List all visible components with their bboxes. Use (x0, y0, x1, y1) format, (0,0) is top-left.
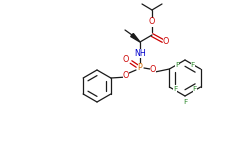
Text: NH: NH (134, 48, 146, 57)
Text: F: F (175, 62, 180, 68)
Polygon shape (131, 33, 140, 42)
Text: O: O (150, 66, 156, 75)
Text: P: P (138, 63, 142, 72)
Text: F: F (173, 86, 177, 92)
Text: O: O (163, 38, 169, 46)
Text: F: F (193, 86, 197, 92)
Text: O: O (149, 18, 155, 27)
Text: O: O (123, 56, 129, 64)
Text: F: F (183, 99, 187, 105)
Text: F: F (190, 62, 195, 68)
Text: O: O (123, 70, 129, 80)
